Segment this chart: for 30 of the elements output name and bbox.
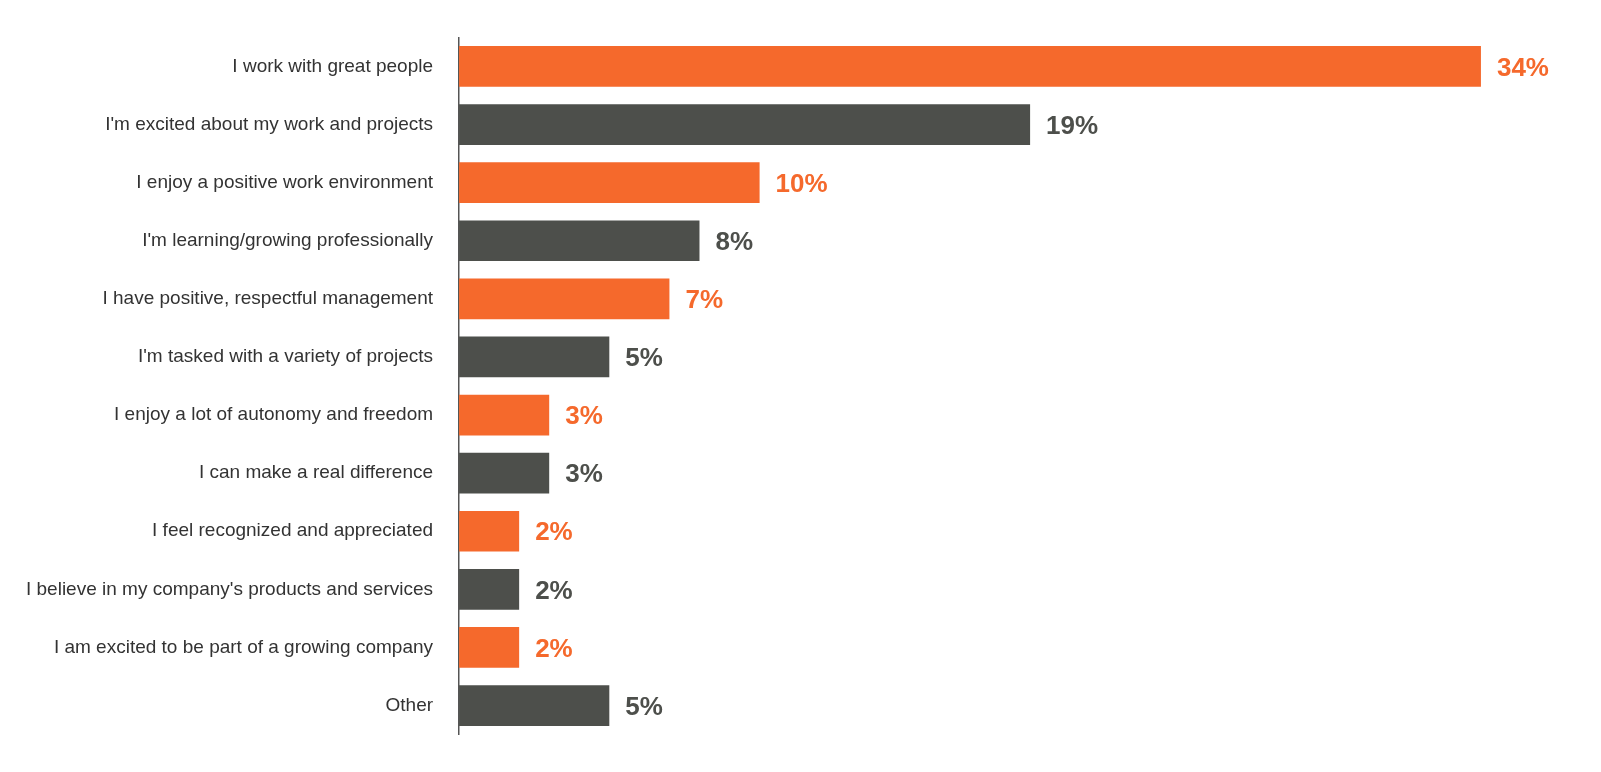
data-label: 2% <box>535 574 573 605</box>
y-tick-label: Other <box>385 693 434 715</box>
y-tick-label: I can make a real difference <box>198 461 434 483</box>
data-label: 8% <box>715 225 754 256</box>
y-tick-label: I have positive, respectful management <box>102 287 434 309</box>
data-label: 5% <box>625 690 663 721</box>
y-tick-label: I enjoy a positive work environment <box>136 170 434 192</box>
data-label: 10% <box>775 167 828 198</box>
y-tick-label: I enjoy a lot of autonomy and freedom <box>114 403 434 425</box>
y-tick-label: I feel recognized and appreciated <box>152 519 434 541</box>
y-tick-label: I'm excited about my work and projects <box>105 112 434 134</box>
data-label: 3% <box>565 458 603 489</box>
y-tick-label: I'm tasked with a variety of projects <box>137 345 434 367</box>
bar <box>459 162 760 203</box>
data-label: 2% <box>535 632 573 663</box>
y-tick-label: I work with great people <box>232 54 434 76</box>
y-tick-label: I'm learning/growing professionally <box>142 228 434 250</box>
bar <box>459 46 1481 87</box>
y-tick-label: I believe in my company's products and services <box>25 577 434 599</box>
bar <box>459 627 520 668</box>
bar <box>459 510 520 552</box>
data-label: 5% <box>625 342 663 373</box>
data-label: 34% <box>1496 51 1549 82</box>
data-label: 7% <box>685 284 724 315</box>
bar <box>459 394 550 436</box>
data-label: 2% <box>535 516 573 547</box>
y-tick-label: I am excited to be part of a growing company <box>53 635 434 657</box>
bar <box>459 278 670 320</box>
data-label: 3% <box>565 400 603 431</box>
data-label: 19% <box>1046 109 1099 140</box>
